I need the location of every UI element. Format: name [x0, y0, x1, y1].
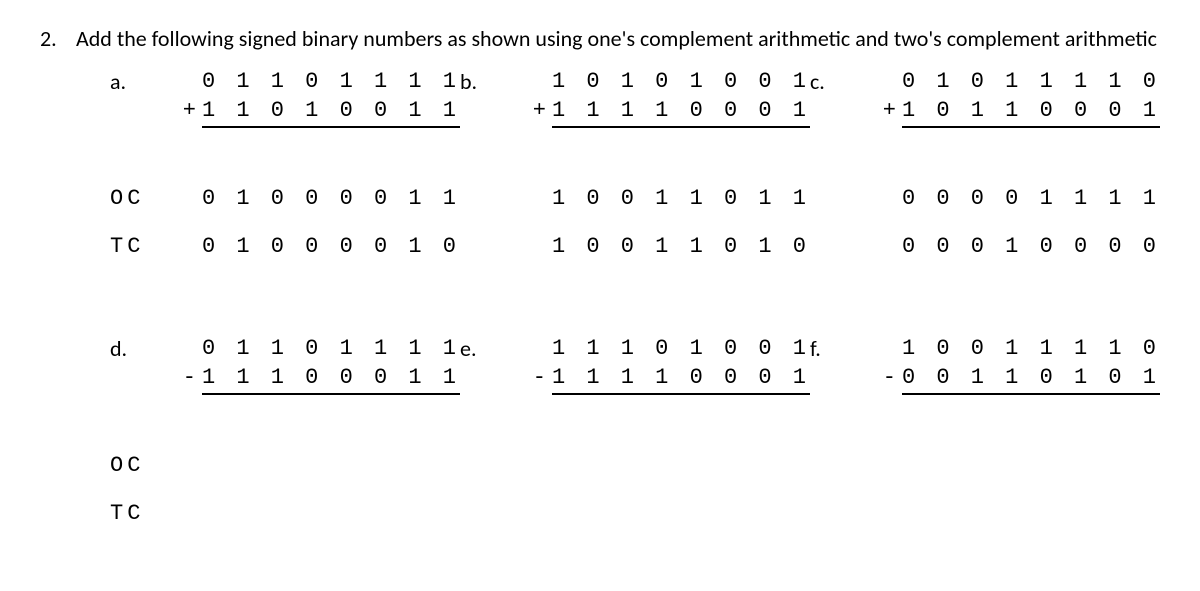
problem-d: d. 0 1 1 0 1 1 1 1 - 1 1 1 0 0 0 1 1 OC — [110, 334, 460, 529]
b-operator: + — [512, 96, 546, 128]
question-number: 2. — [40, 24, 76, 55]
a-operator: + — [162, 96, 196, 128]
blank-op — [162, 67, 196, 97]
f-operand1: 1 0 0 1 1 1 1 0 — [902, 334, 1160, 364]
problems-row-2: d. 0 1 1 0 1 1 1 1 - 1 1 1 0 0 0 1 1 OC — [110, 334, 1160, 529]
c-operand2: 1 0 1 1 0 0 0 1 — [902, 96, 1160, 128]
blank-label — [810, 232, 862, 262]
c-operator: + — [862, 96, 896, 128]
blank-op — [162, 184, 196, 214]
blank-op — [170, 499, 210, 529]
blank-op — [512, 67, 546, 97]
blank-label — [810, 363, 862, 395]
letter-b: b. — [460, 67, 512, 97]
letter-e: e. — [460, 334, 512, 364]
a-tc-result: 0 1 0 0 0 0 1 0 — [202, 232, 460, 262]
blank-op — [862, 334, 896, 364]
blank-label — [810, 96, 862, 128]
oc-label: OC — [110, 184, 162, 214]
b-operand2: 1 1 1 1 0 0 0 1 — [552, 96, 810, 128]
blank-op — [512, 334, 546, 364]
blank-op — [862, 184, 896, 214]
c-operand1: 0 1 0 1 1 1 1 0 — [902, 67, 1160, 97]
b-operand1: 1 0 1 0 1 0 0 1 — [552, 67, 810, 97]
e-operator: - — [512, 363, 546, 395]
e-operand2: 1 1 1 1 0 0 0 1 — [552, 363, 810, 395]
blank-op — [170, 451, 210, 481]
blank-label — [460, 232, 512, 262]
blank-op — [862, 232, 896, 262]
b-oc-result: 1 0 0 1 1 0 1 1 — [552, 184, 810, 214]
problems-row-1: a. 0 1 1 0 1 1 1 1 + 1 1 0 1 0 0 1 1 OC … — [110, 67, 1160, 262]
f-operator: - — [862, 363, 896, 395]
blank-label — [110, 96, 162, 128]
blank-op — [512, 184, 546, 214]
page: 2. Add the following signed binary numbe… — [0, 0, 1200, 528]
a-operand1: 0 1 1 0 1 1 1 1 — [202, 67, 460, 97]
question-text: Add the following signed binary numbers … — [76, 24, 1160, 55]
a-oc-result: 0 1 0 0 0 0 1 1 — [202, 184, 460, 214]
tc-label: TC — [110, 232, 162, 262]
blank-op — [512, 232, 546, 262]
letter-a: a. — [110, 67, 162, 97]
problem-a: a. 0 1 1 0 1 1 1 1 + 1 1 0 1 0 0 1 1 OC … — [110, 67, 460, 262]
oc-label: OC — [110, 451, 170, 481]
question-row: 2. Add the following signed binary numbe… — [40, 24, 1160, 55]
f-operand2: 0 0 1 1 0 1 0 1 — [902, 363, 1160, 395]
blank-label — [110, 363, 162, 395]
blank-label — [810, 184, 862, 214]
blank-op — [862, 67, 896, 97]
c-oc-result: 0 0 0 0 1 1 1 1 — [902, 184, 1160, 214]
blank-label — [460, 184, 512, 214]
problem-e: e. 1 1 1 0 1 0 0 1 - 1 1 1 1 0 0 0 1 — [460, 334, 810, 529]
d-operand1: 0 1 1 0 1 1 1 1 — [202, 334, 460, 364]
blank-label — [460, 363, 512, 395]
letter-c: c. — [810, 67, 862, 97]
e-operand1: 1 1 1 0 1 0 0 1 — [552, 334, 810, 364]
c-tc-result: 0 0 0 1 0 0 0 0 — [902, 232, 1160, 262]
a-operand2: 1 1 0 1 0 0 1 1 — [202, 96, 460, 128]
b-tc-result: 1 0 0 1 1 0 1 0 — [552, 232, 810, 262]
blank-op — [162, 334, 196, 364]
d-operand2: 1 1 1 0 0 0 1 1 — [202, 363, 460, 395]
d-operator: - — [162, 363, 196, 395]
letter-d: d. — [110, 334, 162, 364]
problem-f: f. 1 0 0 1 1 1 1 0 - 0 0 1 1 0 1 0 1 — [810, 334, 1160, 529]
tc-label: TC — [110, 499, 170, 529]
letter-f: f. — [810, 334, 862, 364]
blank-label — [460, 96, 512, 128]
blank-op — [162, 232, 196, 262]
problem-b: b. 1 0 1 0 1 0 0 1 + 1 1 1 1 0 0 0 1 1 0… — [460, 67, 810, 262]
problem-c: c. 0 1 0 1 1 1 1 0 + 1 0 1 1 0 0 0 1 0 0… — [810, 67, 1160, 262]
